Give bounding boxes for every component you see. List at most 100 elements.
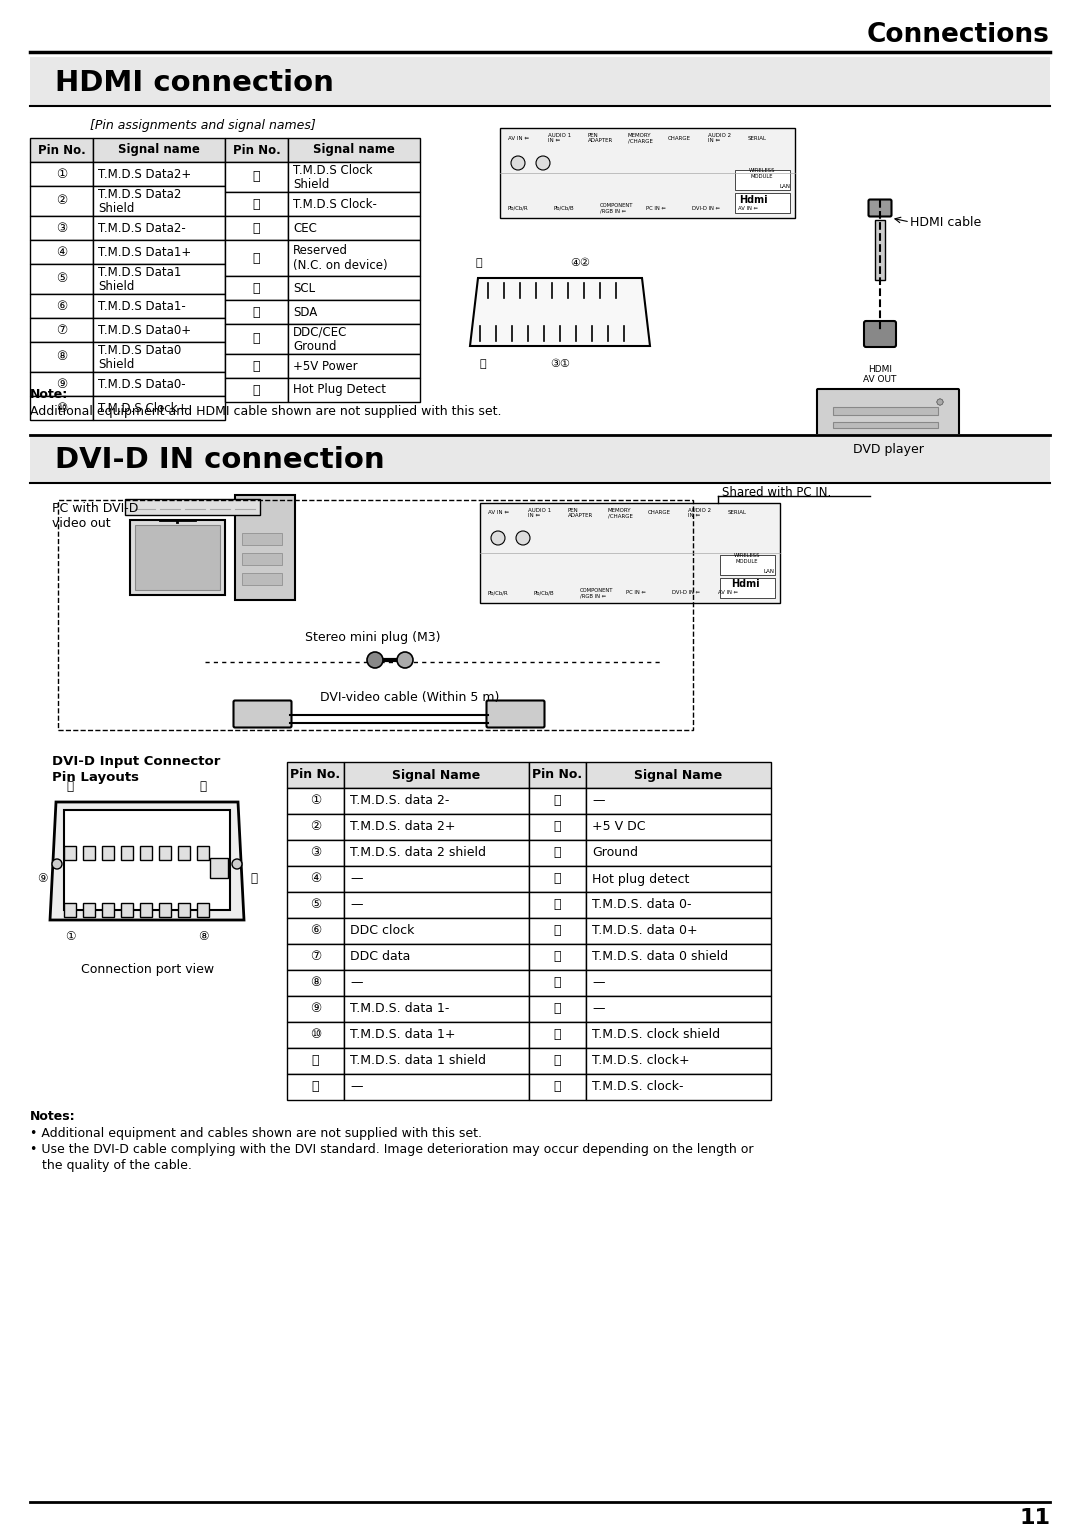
Bar bbox=[345, 1073, 529, 1099]
Bar bbox=[586, 814, 771, 840]
Text: ⑤: ⑤ bbox=[56, 272, 67, 286]
Bar bbox=[30, 137, 93, 162]
Bar bbox=[93, 264, 225, 295]
Text: T.M.D.S Data0+: T.M.D.S Data0+ bbox=[98, 324, 191, 336]
Bar bbox=[140, 902, 152, 918]
Text: HDMI cable: HDMI cable bbox=[910, 215, 982, 229]
Text: AV IN ⇐: AV IN ⇐ bbox=[738, 206, 758, 211]
Bar bbox=[586, 866, 771, 892]
Bar bbox=[225, 354, 288, 379]
Bar bbox=[225, 192, 288, 215]
Bar bbox=[125, 499, 260, 515]
Text: PEN
ADAPTER: PEN ADAPTER bbox=[568, 507, 593, 518]
Text: CHARGE: CHARGE bbox=[648, 510, 671, 516]
Bar bbox=[30, 215, 93, 240]
Bar bbox=[345, 814, 529, 840]
Text: ⑤: ⑤ bbox=[310, 898, 321, 912]
FancyBboxPatch shape bbox=[864, 321, 896, 347]
Bar bbox=[287, 970, 345, 996]
Text: T.M.D.S. data 0+: T.M.D.S. data 0+ bbox=[592, 924, 698, 938]
Bar bbox=[288, 240, 420, 276]
Bar bbox=[586, 970, 771, 996]
Text: T.M.D.S. clock+: T.M.D.S. clock+ bbox=[592, 1055, 690, 1067]
Text: ⑰: ⑰ bbox=[67, 779, 73, 793]
Bar bbox=[121, 846, 133, 860]
Bar bbox=[345, 970, 529, 996]
Text: ⑫: ⑫ bbox=[253, 197, 260, 211]
Bar bbox=[586, 892, 771, 918]
Text: ⑦: ⑦ bbox=[56, 324, 67, 336]
Bar bbox=[529, 944, 586, 970]
Text: ⑮: ⑮ bbox=[554, 846, 562, 860]
Text: T.M.D.S. data 1 shield: T.M.D.S. data 1 shield bbox=[350, 1055, 486, 1067]
Text: T.M.D.S. clock shield: T.M.D.S. clock shield bbox=[592, 1029, 720, 1041]
Text: T.M.D.S Data1
Shield: T.M.D.S Data1 Shield bbox=[98, 266, 181, 293]
Bar bbox=[93, 373, 225, 395]
Text: T.M.D.S. data 0-: T.M.D.S. data 0- bbox=[592, 898, 691, 912]
Bar bbox=[529, 788, 586, 814]
Text: ⑲: ⑲ bbox=[253, 383, 260, 397]
Text: ⑯: ⑯ bbox=[251, 872, 257, 884]
Bar bbox=[30, 186, 93, 215]
Text: ⑬: ⑬ bbox=[554, 794, 562, 808]
Text: ①: ① bbox=[56, 168, 67, 180]
Text: T.M.D.S Data1-: T.M.D.S Data1- bbox=[98, 299, 186, 313]
Text: ⑥: ⑥ bbox=[310, 924, 321, 938]
Bar bbox=[586, 762, 771, 788]
Text: WIRELESS
MODULE: WIRELESS MODULE bbox=[748, 168, 775, 179]
Text: Hot plug detect: Hot plug detect bbox=[592, 872, 689, 886]
Text: ⑷: ⑷ bbox=[200, 779, 206, 793]
Text: ⑨: ⑨ bbox=[37, 872, 48, 884]
Text: T.M.D.S. data 2 shield: T.M.D.S. data 2 shield bbox=[350, 846, 486, 860]
Text: T.M.D.S. data 1-: T.M.D.S. data 1- bbox=[350, 1003, 449, 1015]
Text: LAN: LAN bbox=[764, 570, 775, 574]
Bar bbox=[288, 215, 420, 240]
FancyBboxPatch shape bbox=[816, 389, 959, 438]
Text: DDC clock: DDC clock bbox=[350, 924, 415, 938]
Text: Signal name: Signal name bbox=[313, 144, 395, 156]
Text: Hot Plug Detect: Hot Plug Detect bbox=[293, 383, 386, 397]
Bar bbox=[225, 162, 288, 192]
Bar bbox=[287, 944, 345, 970]
Text: Pin No.: Pin No. bbox=[291, 768, 340, 782]
Bar bbox=[93, 395, 225, 420]
Bar bbox=[64, 809, 230, 910]
Text: T.M.D.S. data 2+: T.M.D.S. data 2+ bbox=[350, 820, 456, 834]
Text: ⑰: ⑰ bbox=[253, 333, 260, 345]
Bar bbox=[586, 1073, 771, 1099]
Text: —: — bbox=[350, 872, 363, 886]
Text: ①: ① bbox=[310, 794, 321, 808]
Bar bbox=[529, 840, 586, 866]
Bar bbox=[225, 379, 288, 402]
Text: DVI-D IN ⇐: DVI-D IN ⇐ bbox=[692, 206, 720, 211]
Text: T.M.D.S. data 1+: T.M.D.S. data 1+ bbox=[350, 1029, 456, 1041]
Bar bbox=[288, 379, 420, 402]
FancyBboxPatch shape bbox=[868, 200, 891, 217]
Text: [Pin assignments and signal names]: [Pin assignments and signal names] bbox=[90, 119, 315, 133]
Bar bbox=[287, 814, 345, 840]
Bar bbox=[178, 846, 190, 860]
Bar bbox=[287, 1022, 345, 1048]
Bar bbox=[529, 1073, 586, 1099]
Bar bbox=[345, 944, 529, 970]
Text: AUDIO 2
IN ⇐: AUDIO 2 IN ⇐ bbox=[708, 133, 731, 144]
Bar bbox=[345, 918, 529, 944]
Text: HDMI connection: HDMI connection bbox=[55, 69, 334, 98]
Text: —: — bbox=[350, 1081, 363, 1093]
Text: ⑧: ⑧ bbox=[56, 351, 67, 363]
Text: T.M.D.S Data0-: T.M.D.S Data0- bbox=[98, 377, 186, 391]
Text: ④: ④ bbox=[56, 246, 67, 258]
Text: ⑶: ⑶ bbox=[554, 1055, 562, 1067]
Text: T.M.D.S Clock-: T.M.D.S Clock- bbox=[293, 197, 377, 211]
Text: T.M.D.S Data2
Shield: T.M.D.S Data2 Shield bbox=[98, 188, 181, 214]
Bar bbox=[529, 918, 586, 944]
Text: ⑲: ⑲ bbox=[554, 950, 562, 964]
Bar bbox=[287, 866, 345, 892]
Bar bbox=[30, 162, 93, 186]
Bar bbox=[720, 554, 775, 576]
Text: Stereo mini plug (M3): Stereo mini plug (M3) bbox=[305, 632, 441, 644]
Text: AV IN ⇐: AV IN ⇐ bbox=[488, 510, 509, 516]
Bar bbox=[500, 128, 795, 218]
Text: —: — bbox=[350, 898, 363, 912]
Bar bbox=[225, 324, 288, 354]
